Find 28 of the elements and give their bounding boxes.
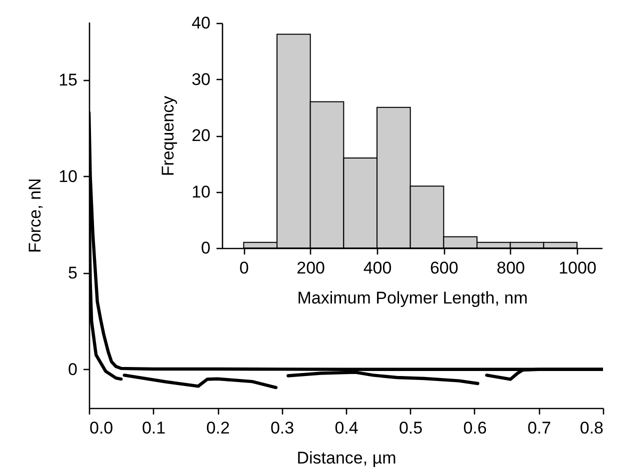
- x-tick-label: 0.5: [398, 418, 423, 438]
- x-tick-label: 1000: [558, 258, 596, 278]
- y-axis-title: Frequency: [158, 95, 178, 176]
- x-axis-title: Maximum Polymer Length, nm: [297, 288, 528, 308]
- y-tick-label: 10: [192, 182, 210, 202]
- x-tick-label: 0.8: [580, 418, 604, 438]
- x-tick-label: 0.2: [206, 418, 230, 438]
- x-tick-label: 200: [296, 258, 326, 278]
- x-tick-label: 0: [239, 258, 249, 278]
- y-tick-label: 5: [68, 263, 78, 282]
- x-axis-title: Distance, µm: [296, 448, 396, 468]
- y-axis-title: Force, nN: [26, 178, 45, 253]
- y-tick-label: 30: [192, 70, 210, 89]
- x-tick-label: 0.7: [527, 418, 552, 438]
- x-tick-label: 0.4: [334, 418, 358, 438]
- y-tick-label: 0: [201, 238, 210, 258]
- x-tick-label: 0.6: [463, 418, 487, 438]
- x-tick-label: 600: [430, 258, 458, 278]
- y-tick-label: 15: [58, 70, 78, 90]
- x-tick-label: 800: [496, 258, 526, 278]
- x-tick-label: 400: [363, 258, 392, 278]
- x-tick-label: 0.0: [90, 418, 114, 438]
- x-tick-label: 0.1: [142, 418, 166, 438]
- y-tick-label: 10: [58, 166, 78, 186]
- x-tick-label: 0.3: [270, 418, 294, 438]
- y-tick-label: 0: [68, 360, 78, 379]
- y-tick-label: 20: [192, 126, 210, 145]
- y-tick-label: 40: [192, 14, 210, 32]
